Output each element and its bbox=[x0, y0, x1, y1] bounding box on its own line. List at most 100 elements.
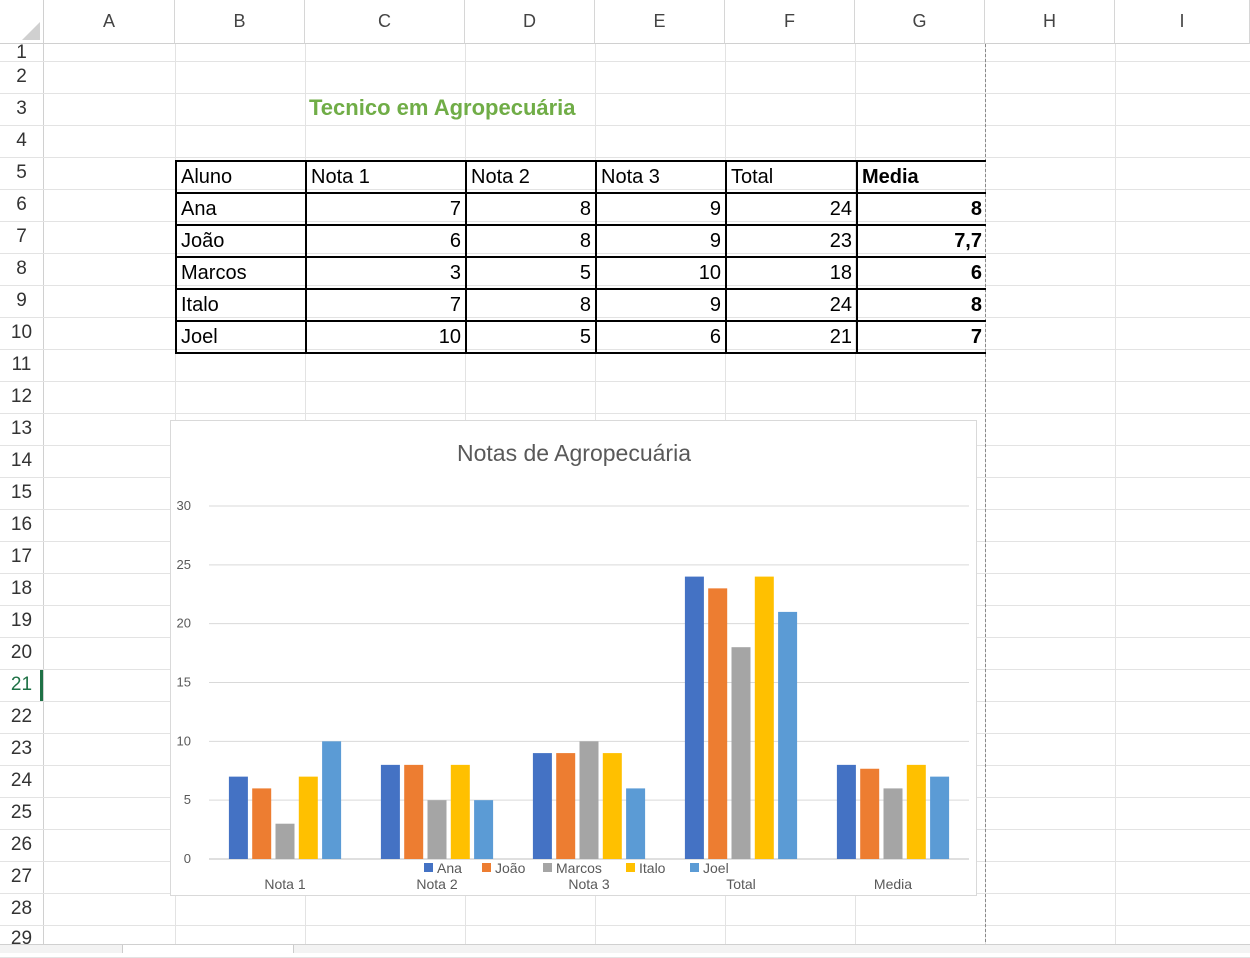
bar-total-joão bbox=[708, 588, 728, 859]
table-row: Italo 7 8 9 24 8 bbox=[175, 288, 986, 322]
cell-nota3[interactable]: 6 bbox=[595, 320, 727, 354]
row-header-13[interactable]: 13 bbox=[0, 413, 44, 445]
legend-label-ana: Ana bbox=[437, 860, 462, 876]
grid-column-line bbox=[1115, 44, 1116, 952]
row-header-15[interactable]: 15 bbox=[0, 477, 44, 509]
x-tick-label: Nota 3 bbox=[568, 876, 609, 892]
cell-aluno[interactable]: Ana bbox=[175, 192, 307, 226]
cell-total[interactable]: 24 bbox=[725, 192, 858, 226]
cell-media[interactable]: 7,7 bbox=[856, 224, 986, 258]
row-header-21[interactable]: 21 bbox=[0, 669, 44, 701]
row-header-5[interactable]: 5 bbox=[0, 157, 44, 189]
bar-nota-3-italo bbox=[602, 753, 622, 859]
row-header-9[interactable]: 9 bbox=[0, 285, 44, 317]
select-all-corner[interactable] bbox=[0, 0, 44, 44]
column-header-c[interactable]: C bbox=[305, 0, 465, 44]
cell-nota3[interactable]: 9 bbox=[595, 288, 727, 322]
cell-nota1[interactable]: 3 bbox=[305, 256, 467, 290]
header-cell-nota1[interactable]: Nota 1 bbox=[305, 160, 467, 194]
column-header-e[interactable]: E bbox=[595, 0, 725, 44]
row-header-24[interactable]: 24 bbox=[0, 765, 44, 797]
legend-label-joão: João bbox=[495, 860, 526, 876]
cell-nota1[interactable]: 10 bbox=[305, 320, 467, 354]
row-header-18[interactable]: 18 bbox=[0, 573, 44, 605]
bar-media-ana bbox=[836, 764, 856, 859]
row-header-17[interactable]: 17 bbox=[0, 541, 44, 573]
row-header-22[interactable]: 22 bbox=[0, 701, 44, 733]
sheet-title[interactable]: Tecnico em Agropecuária bbox=[309, 95, 576, 120]
row-header-4[interactable]: 4 bbox=[0, 125, 44, 157]
cell-aluno[interactable]: Joel bbox=[175, 320, 307, 354]
column-header-d[interactable]: D bbox=[465, 0, 595, 44]
row-header-20[interactable]: 20 bbox=[0, 637, 44, 669]
cell-nota2[interactable]: 5 bbox=[465, 256, 597, 290]
row-header-3[interactable]: 3 bbox=[0, 93, 44, 125]
row-header-6[interactable]: 6 bbox=[0, 189, 44, 221]
row-header-25[interactable]: 25 bbox=[0, 797, 44, 829]
row-header-7[interactable]: 7 bbox=[0, 221, 44, 253]
column-header-g[interactable]: G bbox=[855, 0, 985, 44]
cell-aluno[interactable]: João bbox=[175, 224, 307, 258]
cell-media[interactable]: 7 bbox=[856, 320, 986, 354]
row-header-19[interactable]: 19 bbox=[0, 605, 44, 637]
row-header-26[interactable]: 26 bbox=[0, 829, 44, 861]
bar-nota-1-marcos bbox=[275, 823, 295, 859]
cell-nota2[interactable]: 8 bbox=[465, 224, 597, 258]
y-tick-label: 10 bbox=[177, 733, 191, 748]
select-all-triangle bbox=[22, 22, 40, 40]
row-header-2[interactable]: 2 bbox=[0, 61, 44, 93]
cell-total[interactable]: 23 bbox=[725, 224, 858, 258]
row-header-10[interactable]: 10 bbox=[0, 317, 44, 349]
header-cell-total[interactable]: Total bbox=[725, 160, 858, 194]
row-header-11[interactable]: 11 bbox=[0, 349, 44, 381]
sheet-tab[interactable] bbox=[122, 945, 294, 953]
y-tick-label: 30 bbox=[177, 498, 191, 513]
row-header-12[interactable]: 12 bbox=[0, 381, 44, 413]
bar-media-joel bbox=[930, 776, 950, 859]
grid-row-line bbox=[0, 925, 1250, 926]
table-row: Ana 7 8 9 24 8 bbox=[175, 192, 986, 226]
header-cell-nota3[interactable]: Nota 3 bbox=[595, 160, 727, 194]
cell-nota1[interactable]: 7 bbox=[305, 288, 467, 322]
column-header-a[interactable]: A bbox=[44, 0, 175, 44]
chart-container[interactable]: Notas de Agropecuária 0 5 10 15 20 25 30 Nota 1 N… bbox=[170, 420, 977, 896]
legend-swatch-ana bbox=[424, 863, 433, 872]
cell-nota3[interactable]: 10 bbox=[595, 256, 727, 290]
row-header-27[interactable]: 27 bbox=[0, 861, 44, 893]
cell-aluno[interactable]: Italo bbox=[175, 288, 307, 322]
cell-nota1[interactable]: 6 bbox=[305, 224, 467, 258]
cell-aluno[interactable]: Marcos bbox=[175, 256, 307, 290]
cell-media[interactable]: 8 bbox=[856, 192, 986, 226]
bar-nota-2-ana bbox=[380, 764, 400, 859]
row-header-1[interactable]: 1 bbox=[0, 42, 44, 63]
cell-nota3[interactable]: 9 bbox=[595, 224, 727, 258]
cell-nota2[interactable]: 8 bbox=[465, 288, 597, 322]
row-header-16[interactable]: 16 bbox=[0, 509, 44, 541]
cell-nota3[interactable]: 9 bbox=[595, 192, 727, 226]
bar-nota-1-italo bbox=[298, 776, 318, 859]
bar-total-italo bbox=[754, 576, 774, 859]
cell-media[interactable]: 6 bbox=[856, 256, 986, 290]
y-tick-label: 0 bbox=[184, 851, 191, 866]
cell-total[interactable]: 24 bbox=[725, 288, 858, 322]
column-header-b[interactable]: B bbox=[175, 0, 305, 44]
column-header-f[interactable]: F bbox=[725, 0, 855, 44]
cell-total[interactable]: 18 bbox=[725, 256, 858, 290]
row-header-14[interactable]: 14 bbox=[0, 445, 44, 477]
row-header-29[interactable]: 29 bbox=[0, 925, 44, 952]
row-header-8[interactable]: 8 bbox=[0, 253, 44, 285]
cell-total[interactable]: 21 bbox=[725, 320, 858, 354]
header-cell-nota2[interactable]: Nota 2 bbox=[465, 160, 597, 194]
column-header-h[interactable]: H bbox=[985, 0, 1115, 44]
cell-nota1[interactable]: 7 bbox=[305, 192, 467, 226]
header-cell-media[interactable]: Media bbox=[856, 160, 986, 194]
row-header-23[interactable]: 23 bbox=[0, 733, 44, 765]
bar-total-marcos bbox=[731, 647, 751, 859]
cell-nota2[interactable]: 5 bbox=[465, 320, 597, 354]
cell-nota2[interactable]: 8 bbox=[465, 192, 597, 226]
row-header-28[interactable]: 28 bbox=[0, 893, 44, 925]
header-cell-aluno[interactable]: Aluno bbox=[175, 160, 307, 194]
legend-swatch-joel bbox=[690, 863, 699, 872]
column-header-i[interactable]: I bbox=[1115, 0, 1250, 44]
cell-media[interactable]: 8 bbox=[856, 288, 986, 322]
